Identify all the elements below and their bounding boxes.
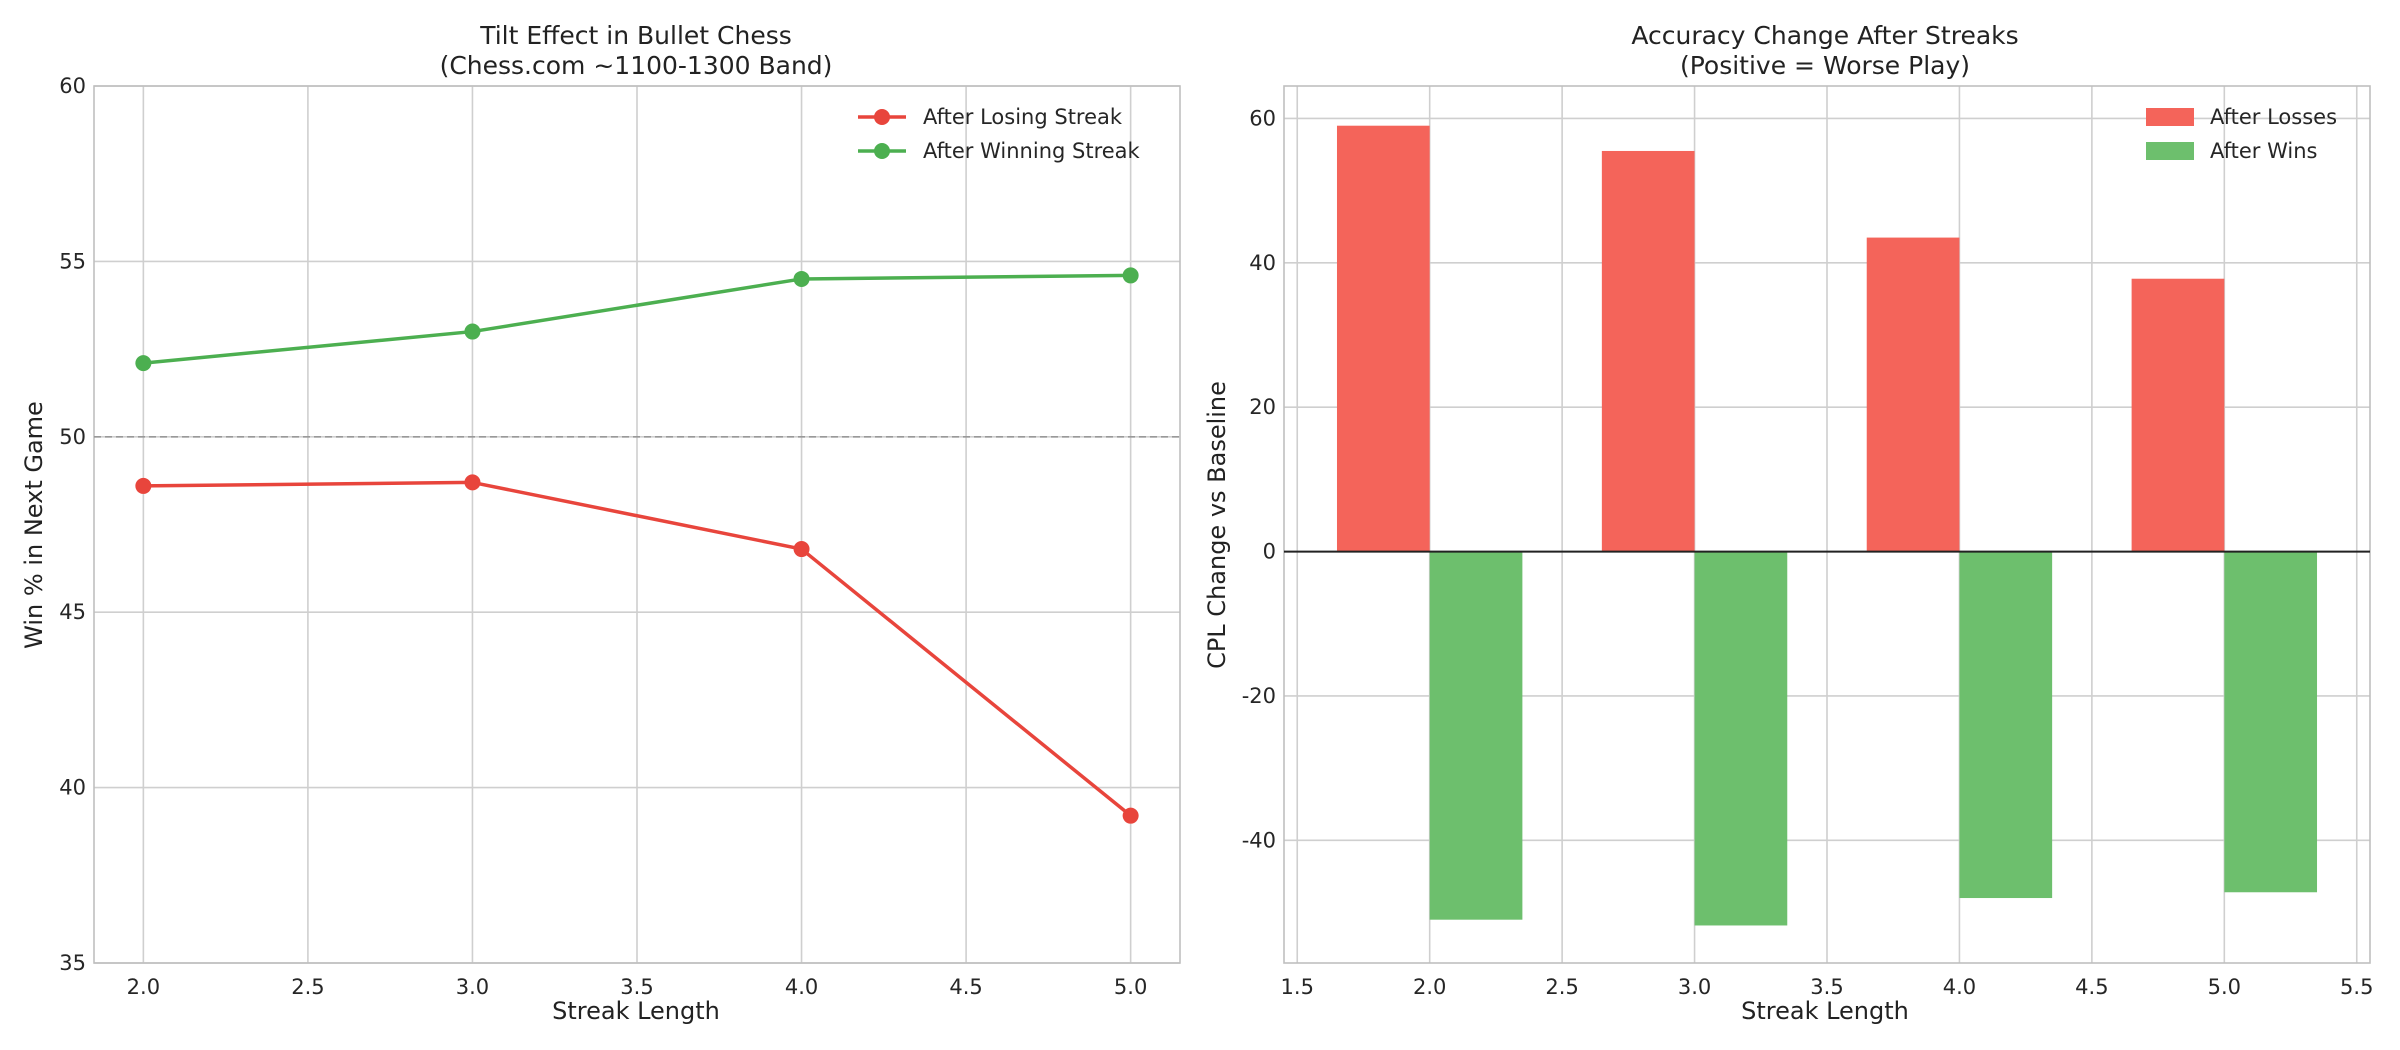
- bar-after-losses: [2131, 278, 2225, 552]
- data-point: [793, 541, 810, 558]
- legend-bar-swatch: [2146, 108, 2194, 126]
- left-y-tick-label: 50: [59, 425, 86, 449]
- bar-after-wins: [2224, 551, 2318, 893]
- left-y-tick-label: 40: [59, 776, 86, 800]
- right-y-tick-label: -40: [1242, 828, 1276, 852]
- right-x-tick-label: 4.5: [2075, 975, 2108, 999]
- data-point: [464, 323, 481, 340]
- bar-after-wins: [1429, 551, 1523, 920]
- legend-marker: [874, 143, 890, 159]
- left-chart-xlabel: Streak Length: [552, 997, 720, 1025]
- left-chart-subtitle: (Chess.com ~1100-1300 Band): [440, 51, 833, 80]
- left-x-tick-label: 3.5: [620, 975, 653, 999]
- left-x-tick-label: 2.0: [127, 975, 160, 999]
- left-y-tick-label: 55: [59, 249, 86, 273]
- bar-after-losses: [1601, 150, 1695, 552]
- bar-after-losses: [1866, 237, 1960, 552]
- left-x-tick-label: 3.0: [456, 975, 489, 999]
- right-y-tick-label: -20: [1242, 684, 1276, 708]
- legend-label: After Losses: [2210, 105, 2337, 129]
- bar-after-losses: [1336, 125, 1430, 552]
- legend-marker: [874, 109, 890, 125]
- right-y-tick-label: 0: [1263, 540, 1276, 564]
- left-y-tick-label: 35: [59, 951, 86, 975]
- data-point: [135, 477, 152, 494]
- series-line-1: [143, 273, 1131, 365]
- left-x-tick-label: 5.0: [1114, 975, 1147, 999]
- left-chart-win-percentage: Tilt Effect in Bullet Chess (Chess.com ~…: [20, 21, 1181, 1025]
- left-x-tick-label: 4.5: [949, 975, 982, 999]
- bar-after-wins: [1694, 551, 1788, 926]
- left-x-tick-label: 4.0: [785, 975, 818, 999]
- data-point: [1122, 267, 1139, 284]
- right-chart-subtitle: (Positive = Worse Play): [1680, 51, 1970, 80]
- data-point: [135, 355, 152, 372]
- right-x-tick-label: 2.5: [1545, 975, 1578, 999]
- right-x-tick-label: 3.0: [1678, 975, 1711, 999]
- right-x-tick-label: 5.5: [2340, 975, 2373, 999]
- right-plot-frame: [1283, 85, 2371, 964]
- right-x-tick-label: 3.5: [1810, 975, 1843, 999]
- right-y-tick-label: 60: [1249, 106, 1276, 130]
- right-y-tick-label: 40: [1249, 251, 1276, 275]
- data-point: [793, 270, 810, 287]
- right-x-tick-label: 4.0: [1943, 975, 1976, 999]
- left-chart-title: Tilt Effect in Bullet Chess: [479, 21, 792, 50]
- left-x-tick-label: 2.5: [291, 975, 324, 999]
- right-x-tick-label: 5.0: [2208, 975, 2241, 999]
- series-line-0: [143, 480, 1132, 818]
- left-y-tick-label: 60: [59, 74, 86, 98]
- right-chart-title: Accuracy Change After Streaks: [1631, 21, 2018, 50]
- left-chart-ylabel: Win % in Next Game: [20, 401, 48, 649]
- legend-label: After Wins: [2210, 139, 2318, 163]
- legend-bar-swatch: [2146, 142, 2194, 160]
- data-point: [464, 474, 481, 491]
- legend-label: After Losing Streak: [923, 105, 1123, 129]
- right-chart-xlabel: Streak Length: [1741, 997, 1909, 1025]
- legend-label: After Winning Streak: [923, 139, 1141, 163]
- right-x-tick-label: 2.0: [1413, 975, 1446, 999]
- left-plot-frame: [93, 85, 1181, 964]
- right-x-tick-label: 1.5: [1281, 975, 1314, 999]
- left-y-tick-label: 45: [59, 600, 86, 624]
- bar-after-wins: [1959, 551, 2053, 899]
- data-point: [1122, 807, 1139, 824]
- right-chart-ylabel: CPL Change vs Baseline: [1203, 381, 1231, 669]
- right-chart-cpl-change: Accuracy Change After Streaks (Positive …: [1203, 21, 2373, 1025]
- right-y-tick-label: 20: [1249, 395, 1276, 419]
